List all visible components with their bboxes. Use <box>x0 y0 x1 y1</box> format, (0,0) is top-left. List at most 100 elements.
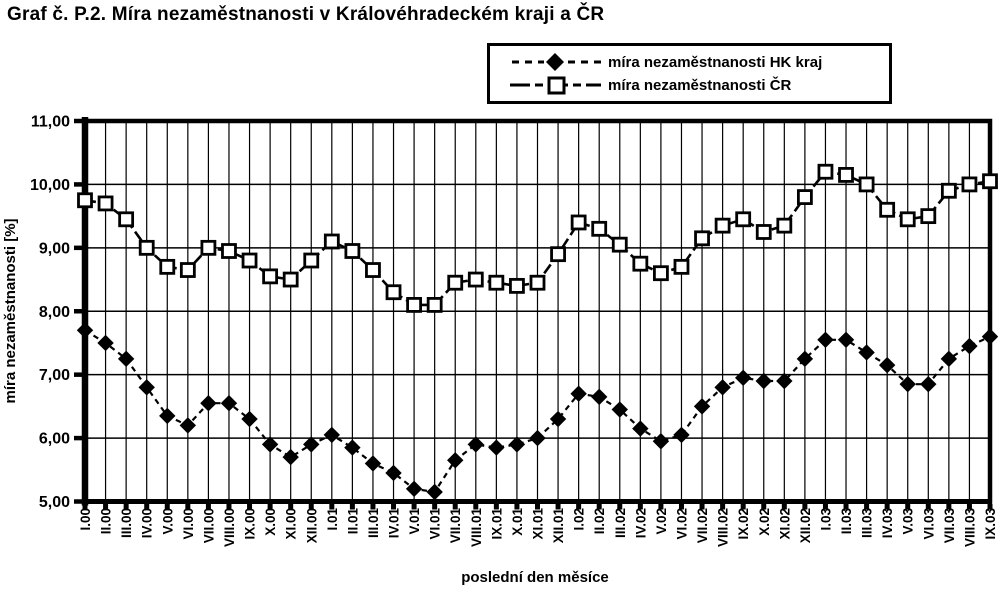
data-point-hk <box>858 344 875 361</box>
x-tick-label: VII.01 <box>448 508 463 544</box>
x-axis-title: poslední den měsíce <box>461 569 609 586</box>
series-cr <box>77 163 998 313</box>
data-point-cr <box>488 274 505 291</box>
data-point-hk <box>488 439 505 456</box>
dashed-line-open-square-icon <box>510 76 601 95</box>
data-point-cr <box>97 195 114 212</box>
x-tick-label: II.01 <box>345 508 360 535</box>
x-tick-label: VII.03 <box>942 508 957 544</box>
legend-item-hk-kraj: míra nezaměstnanosti HK kraj <box>508 51 889 73</box>
data-point-cr <box>426 297 443 313</box>
x-tick-label: VI.02 <box>674 508 689 540</box>
data-point-cr <box>550 246 566 263</box>
data-point-cr <box>653 265 669 282</box>
data-point-cr <box>447 274 464 291</box>
data-point-hk <box>159 407 176 425</box>
x-tick-label: III.00 <box>119 508 134 538</box>
x-tick-label: I.02 <box>572 508 587 531</box>
data-point-hk <box>940 350 958 368</box>
data-point-cr <box>570 214 587 231</box>
data-point-hk <box>97 334 114 352</box>
data-point-hk <box>529 429 546 447</box>
data-point-hk <box>364 455 382 472</box>
legend: míra nezaměstnanosti HK kraj míra nezamě… <box>487 43 892 104</box>
x-tick-label: VII.02 <box>695 508 710 543</box>
data-point-hk <box>734 369 752 387</box>
data-point-cr <box>920 208 937 225</box>
y-tick-label: 11,00 <box>31 114 70 131</box>
data-point-hk <box>303 436 320 453</box>
data-point-hk <box>837 331 855 348</box>
dashed-line-filled-diamond-icon <box>512 53 601 71</box>
x-tick-label: V.02 <box>654 508 669 535</box>
data-point-hk <box>878 356 896 374</box>
data-point-cr <box>817 163 834 180</box>
data-point-cr <box>200 239 217 256</box>
data-point-hk <box>632 420 649 437</box>
x-tick-label: III.03 <box>860 508 875 539</box>
x-tick-label: IX.03 <box>983 508 998 540</box>
data-point-cr <box>858 176 875 193</box>
data-point-hk <box>426 483 443 501</box>
x-tick-label: XII.01 <box>551 508 566 544</box>
data-point-hk <box>508 436 526 453</box>
x-tick-label: V.03 <box>901 508 916 535</box>
y-tick-label: 9,00 <box>39 240 70 257</box>
data-point-hk <box>241 410 258 428</box>
data-point-hk <box>138 379 155 396</box>
x-tick-label: IX.02 <box>736 508 751 540</box>
x-tick-label: X.00 <box>263 508 278 536</box>
data-point-hk <box>179 417 197 434</box>
data-point-cr <box>961 176 978 193</box>
data-point-hk <box>673 426 690 444</box>
data-point-hk <box>200 395 217 412</box>
data-point-cr <box>344 243 361 259</box>
x-tick-label: I.01 <box>325 508 340 531</box>
x-tick-label: XII.02 <box>798 508 813 543</box>
data-point-cr <box>159 258 176 275</box>
x-tick-label: IX.01 <box>489 508 504 540</box>
data-point-cr <box>262 268 279 285</box>
y-tick-label: 6,00 <box>39 431 70 448</box>
data-point-cr <box>879 201 896 218</box>
axis-ticks <box>74 118 993 510</box>
data-point-cr <box>467 271 484 288</box>
data-point-hk <box>344 439 361 456</box>
data-point-cr <box>406 297 422 313</box>
x-tick-label: VI.03 <box>921 508 936 540</box>
x-tick-label: VIII.02 <box>716 508 731 547</box>
data-point-hk <box>652 433 670 450</box>
data-point-hk <box>467 436 484 453</box>
data-point-hk <box>899 375 916 393</box>
data-point-hk <box>405 480 423 498</box>
x-tick-label: III.02 <box>613 508 628 538</box>
data-point-hk <box>549 410 567 428</box>
x-tick-label: IV.03 <box>880 508 895 539</box>
x-tick-label: V.01 <box>407 508 422 535</box>
data-point-cr <box>632 255 649 272</box>
data-point-cr <box>776 217 793 234</box>
data-point-hk <box>76 322 94 339</box>
y-tick-labels: 5,00 6,00 7,00 8,00 9,00 10,00 11,00 <box>30 114 70 512</box>
x-tick-label: IX.00 <box>243 508 258 540</box>
x-tick-label: VII.00 <box>201 508 216 543</box>
x-tick-label: V.00 <box>160 508 175 535</box>
data-point-cr <box>838 167 854 183</box>
data-point-cr <box>940 182 957 199</box>
x-tick-label: IV.01 <box>387 508 402 539</box>
data-point-cr <box>385 284 402 301</box>
chart-title: Graf č. P.2. Míra nezaměstnanosti v Král… <box>7 4 605 25</box>
y-tick-label: 7,00 <box>39 367 70 384</box>
data-point-cr <box>796 189 813 206</box>
x-tick-label: XI.01 <box>531 508 546 540</box>
data-point-cr <box>694 230 710 247</box>
data-point-cr <box>282 271 299 288</box>
x-tick-labels: I.00 II.00 III.00 IV.00 V.00 VI.00 VII.00 VIII.… <box>78 508 998 548</box>
x-tick-label: VIII.03 <box>962 508 977 548</box>
data-point-cr <box>673 258 690 275</box>
data-point-hk <box>570 385 587 402</box>
y-axis-title: míra nezaměstnanosti [%] <box>2 218 19 403</box>
data-point-hk <box>220 395 238 412</box>
data-point-cr <box>755 224 772 240</box>
